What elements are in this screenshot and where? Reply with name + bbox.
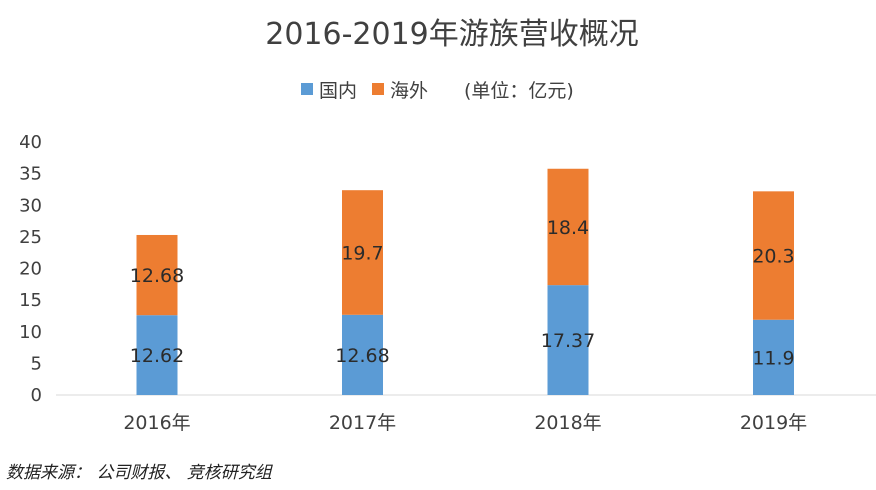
y-tick-label: 0 [31, 385, 42, 406]
y-tick-label: 15 [19, 290, 42, 311]
data-label: 12.68 [130, 265, 184, 287]
x-tick-label: 2018年 [534, 412, 601, 434]
legend-label-domestic: 国内 [319, 80, 357, 102]
source-note: 数据来源： 公司财报、 竞核研究组 [6, 463, 272, 483]
legend-label-overseas: 海外 [390, 80, 428, 102]
y-tick-label: 20 [19, 259, 42, 280]
bar-segment-domestic [753, 319, 794, 395]
y-tick-label: 10 [19, 322, 42, 343]
legend: 国内 海外 (单位：亿元) [301, 80, 574, 102]
x-tick-label: 2017年 [329, 412, 396, 434]
bar-segment-overseas [547, 168, 589, 286]
chart-title: 2016-2019年游族营收概况 [265, 17, 639, 52]
x-axis: 2016年 2017年 2018年 2019年 [123, 412, 807, 434]
legend-swatch-domestic [301, 83, 313, 95]
bar-segment-domestic [136, 315, 178, 395]
y-axis: 0 5 10 15 20 25 30 35 40 [19, 132, 42, 406]
y-tick-label: 40 [19, 132, 42, 153]
data-label: 12.62 [130, 345, 184, 367]
data-label: 12.68 [335, 345, 389, 367]
data-label: 19.7 [341, 242, 383, 264]
bar-segment-overseas [753, 191, 794, 320]
y-tick-label: 25 [19, 227, 42, 248]
data-label: 18.4 [547, 217, 589, 239]
y-tick-label: 30 [19, 195, 42, 216]
bar-segment-overseas [342, 190, 383, 315]
x-tick-label: 2019年 [740, 412, 807, 434]
data-label: 20.3 [752, 246, 794, 268]
legend-unit-note: (单位：亿元) [464, 80, 574, 102]
bar-segment-domestic [342, 314, 383, 395]
x-tick-label: 2016年 [123, 412, 190, 434]
bar-segment-domestic [547, 285, 589, 395]
bars: 12.62 12.68 12.68 19.7 17.37 18.4 11.9 20.3 [130, 168, 795, 395]
y-tick-label: 5 [31, 353, 42, 374]
data-label: 11.9 [752, 347, 794, 369]
bar-segment-overseas [136, 234, 178, 316]
y-tick-label: 35 [19, 164, 42, 185]
legend-swatch-overseas [372, 83, 384, 95]
data-label: 17.37 [541, 330, 595, 352]
